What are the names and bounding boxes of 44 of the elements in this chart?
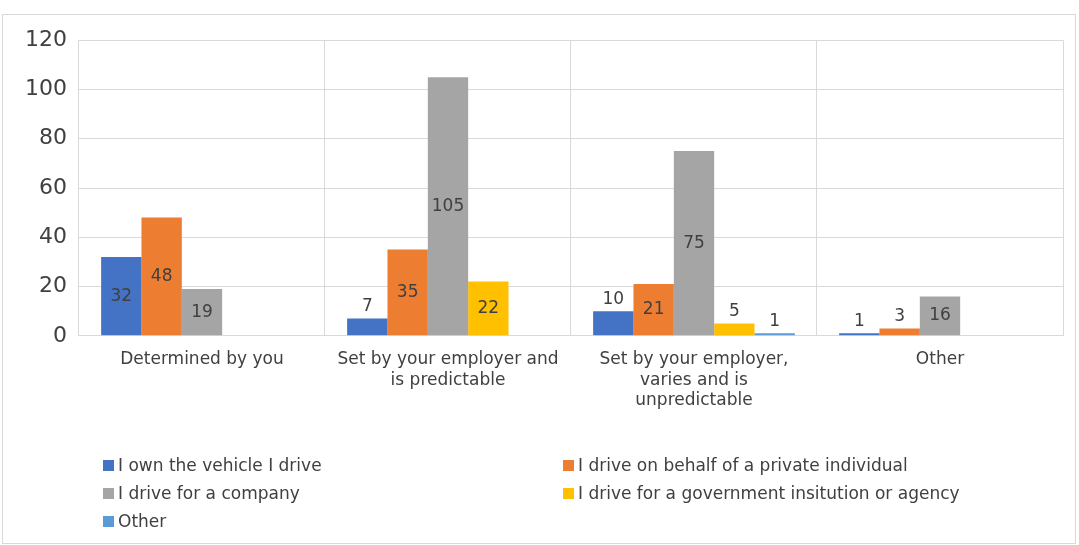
bar: [347, 318, 388, 336]
legend-label: I drive for a company: [118, 483, 300, 503]
x-tick-label: Other: [915, 348, 965, 369]
bar: [593, 311, 634, 336]
legend-label: I drive on behalf of a private individual: [578, 455, 908, 475]
data-label: 48: [150, 264, 173, 285]
y-tick-label: 60: [38, 173, 67, 199]
data-label: 105: [431, 194, 465, 215]
data-label: 21: [642, 298, 665, 319]
data-label: 32: [110, 284, 133, 305]
data-label: 1: [853, 309, 865, 330]
legend-label: Other: [118, 511, 167, 531]
data-label: 35: [396, 280, 419, 301]
bar: [919, 296, 961, 336]
legend-label: I own the vehicle I drive: [118, 455, 322, 475]
y-tick-label: 20: [38, 272, 67, 298]
bar: [879, 328, 920, 336]
data-label: 7: [361, 294, 373, 315]
y-tick-label: 100: [24, 75, 67, 101]
data-label: 1: [769, 309, 781, 330]
bar: [673, 151, 715, 336]
bar: [633, 284, 674, 336]
y-tick-label: 120: [24, 25, 67, 51]
data-label: 10: [602, 287, 625, 308]
y-tick-label: 40: [38, 222, 67, 248]
data-label: 22: [477, 296, 500, 317]
data-label: 19: [191, 300, 213, 321]
bar: [141, 217, 182, 336]
data-label: 5: [728, 299, 740, 320]
bar: [468, 281, 509, 336]
x-tick-label: Set by your employer and is predictable: [337, 348, 559, 389]
bar: [427, 77, 469, 336]
bar: [101, 256, 142, 336]
data-label: 3: [894, 304, 906, 325]
x-tick-label: Set by your employer, varies and is unpredictable: [599, 348, 789, 410]
bar: [181, 289, 223, 336]
y-tick-label: 0: [52, 321, 67, 347]
data-label: 16: [929, 304, 951, 325]
data-label: 75: [683, 231, 705, 252]
legend-label: I drive for a government insitution or agency: [578, 483, 960, 503]
x-tick-label: Determined by you: [120, 348, 284, 369]
bar: [714, 323, 755, 336]
y-tick-label: 80: [38, 124, 67, 150]
bar: [387, 249, 428, 336]
